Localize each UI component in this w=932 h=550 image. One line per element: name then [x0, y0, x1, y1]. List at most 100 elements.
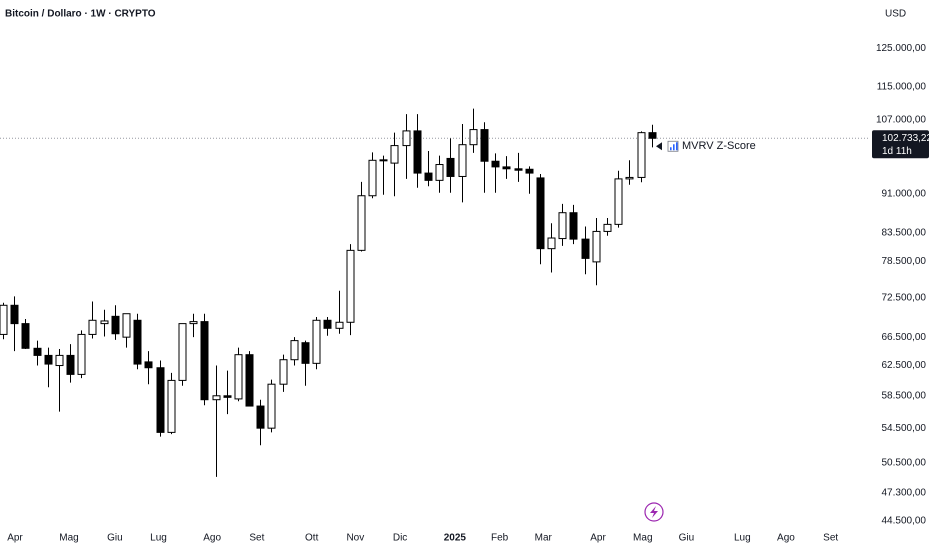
candle-body	[301, 342, 310, 364]
candle-body	[323, 319, 332, 329]
candle-body	[0, 304, 8, 335]
candle-body	[111, 315, 120, 335]
candle-body	[625, 176, 634, 180]
candle-body	[558, 212, 567, 240]
candle-body	[592, 230, 601, 263]
candle-body	[212, 395, 221, 401]
y-tick-label: 115.000,00	[877, 81, 927, 92]
candle-body	[502, 166, 511, 170]
x-tick-label: Set	[823, 533, 838, 544]
x-tick-label: Dic	[393, 533, 407, 544]
candle-body	[424, 172, 433, 181]
y-tick-label: 125.000,00	[876, 43, 926, 54]
candle-body	[178, 323, 187, 381]
candle-body	[569, 212, 578, 240]
candle-body	[480, 129, 489, 162]
candle-body	[245, 354, 254, 407]
candle-body	[402, 130, 411, 147]
x-tick-label: Lug	[734, 533, 751, 544]
candle-body	[167, 379, 176, 433]
indicator-icon-bar	[673, 144, 675, 151]
y-tick-label: 66.500,00	[882, 332, 927, 343]
candle-body	[379, 159, 388, 162]
candle-body	[279, 359, 288, 385]
candle-body	[536, 177, 545, 250]
y-tick-label: 72.500,00	[882, 292, 927, 303]
x-tick-label: Giu	[679, 533, 695, 544]
chart-title: Bitcoin / Dollaro · 1W · CRYPTO	[5, 9, 156, 20]
candle-body	[267, 383, 276, 429]
x-tick-label: Mag	[59, 533, 78, 544]
candle-body	[55, 354, 64, 367]
x-tick-label: Lug	[150, 533, 167, 544]
currency-label: USD	[885, 9, 906, 20]
x-tick-label: Mar	[535, 533, 553, 544]
candle-body	[637, 132, 646, 178]
x-tick-label: Ago	[203, 533, 221, 544]
candle-body	[200, 321, 209, 401]
x-tick-label: Ott	[305, 533, 319, 544]
candle-body	[189, 321, 198, 325]
candle-body	[614, 178, 623, 225]
indicator-icon-bar	[670, 147, 672, 151]
candle-body	[491, 160, 500, 168]
candle-body	[66, 354, 75, 375]
price-tag	[872, 130, 929, 159]
candle-body	[77, 333, 86, 375]
candle-body	[133, 319, 142, 365]
y-tick-label: 44.500,00	[882, 516, 927, 527]
candle-body	[525, 168, 534, 174]
candle-body	[223, 395, 232, 398]
candle-body	[88, 319, 97, 335]
indicator-icon	[667, 140, 679, 152]
candle-body	[335, 321, 344, 329]
candle-body	[413, 130, 422, 174]
indicator-icon-bar	[676, 142, 678, 151]
y-tick-label: 62.500,00	[882, 360, 927, 371]
candle-body	[458, 144, 467, 177]
candle-body	[33, 347, 42, 356]
candle-body	[21, 323, 30, 349]
candle-body	[514, 168, 523, 171]
candle-body	[469, 129, 478, 146]
x-tick-label: Giu	[107, 533, 123, 544]
candle-body	[10, 304, 19, 325]
price-tag-value: 102.733,22	[882, 133, 932, 144]
candle-body	[581, 238, 590, 259]
candle-body	[122, 313, 131, 338]
candle-body	[357, 195, 366, 251]
y-tick-label: 78.500,00	[882, 256, 927, 267]
candle-body	[234, 354, 243, 400]
x-tick-label: Feb	[491, 533, 509, 544]
y-tick-label: 83.500,00	[882, 228, 927, 239]
candle-body	[547, 237, 556, 250]
candle-body	[435, 164, 444, 181]
indicator-label: MVRV Z-Score	[682, 140, 756, 152]
candle-body	[312, 319, 321, 364]
y-tick-label: 58.500,00	[882, 390, 927, 401]
y-tick-label: 54.500,00	[882, 423, 927, 434]
x-tick-label: Mag	[633, 533, 652, 544]
candle-body	[156, 367, 165, 433]
price-tag-countdown: 1d 11h	[882, 146, 912, 157]
x-tick-label: Set	[249, 533, 264, 544]
x-tick-label: 2025	[444, 533, 467, 544]
alert-icon[interactable]	[644, 502, 664, 522]
candle-body	[256, 405, 265, 429]
x-tick-label: Nov	[346, 533, 364, 544]
candle-body	[100, 320, 109, 325]
candle-body	[390, 145, 399, 164]
x-tick-label: Apr	[590, 533, 606, 544]
x-tick-label: Apr	[7, 533, 23, 544]
candle-body	[290, 340, 299, 361]
candle-body	[446, 157, 455, 177]
y-tick-label: 107.000,00	[876, 114, 926, 125]
candle-body	[603, 223, 612, 232]
candle-body	[44, 354, 53, 365]
y-tick-label: 50.500,00	[882, 458, 927, 469]
y-tick-label: 91.000,00	[882, 188, 927, 199]
x-tick-label: Ago	[777, 533, 795, 544]
y-tick-label: 47.300,00	[882, 488, 927, 499]
candle-body	[368, 159, 377, 197]
